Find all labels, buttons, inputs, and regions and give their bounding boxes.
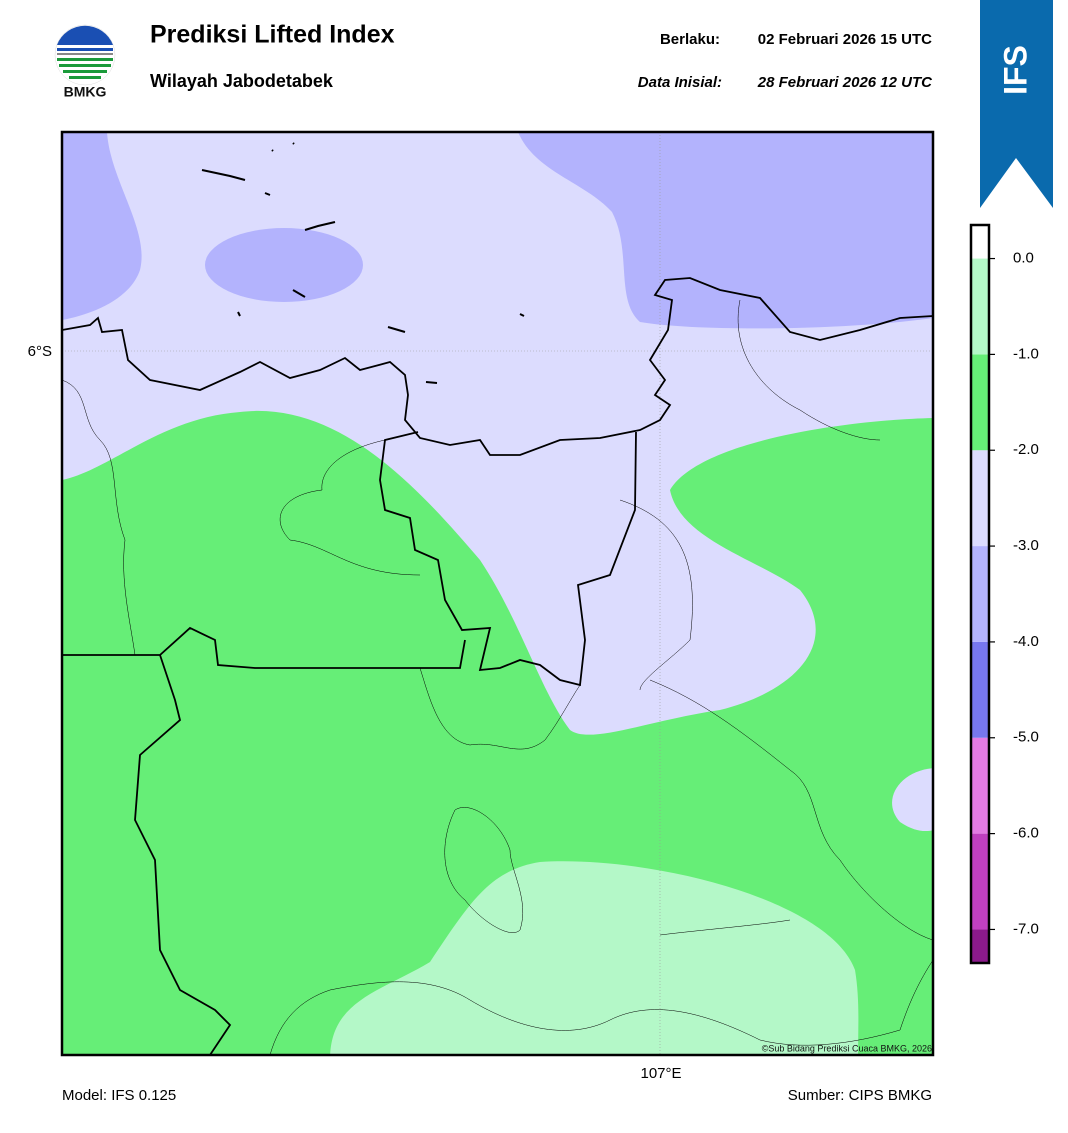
footer-model: Model: IFS 0.125 bbox=[62, 1087, 176, 1104]
colorbar-segment bbox=[971, 450, 989, 547]
badge-text: IFS bbox=[997, 45, 1033, 95]
colorbar-frame bbox=[969, 223, 991, 965]
lon-label: 107°E bbox=[640, 1065, 681, 1082]
badge bbox=[980, 0, 1053, 208]
colorbar-tick-label: -5.0 bbox=[1013, 729, 1039, 746]
footer-source: Sumber: CIPS BMKG bbox=[788, 1087, 932, 1104]
colorbar-tick-label: -1.0 bbox=[1013, 345, 1039, 362]
colorbar-segment bbox=[971, 641, 989, 738]
valid-time: 02 Februari 2026 15 UTC bbox=[758, 31, 932, 48]
colorbar: 0.0 -1.0 -2.0 -3.0 -4.0 -5.0 -6.0 -7.0 bbox=[969, 223, 1039, 965]
init-time: 28 Februari 2026 12 UTC bbox=[757, 74, 933, 91]
colorbar-tick-label: -2.0 bbox=[1013, 441, 1039, 458]
subtitle: Wilayah Jabodetabek bbox=[150, 71, 334, 91]
logo-text: BMKG bbox=[64, 84, 107, 100]
colorbar-segment bbox=[971, 833, 989, 930]
colorbar-tick-label: -7.0 bbox=[1013, 920, 1039, 937]
map-frame bbox=[60, 130, 935, 1057]
colorbar-segment bbox=[971, 929, 989, 963]
colorbar-tick-label: -6.0 bbox=[1013, 825, 1039, 842]
colorbar-segment bbox=[971, 354, 989, 451]
credit: ©Sub Bidang Prediksi Cuaca BMKG, 2026 bbox=[762, 1043, 932, 1053]
colorbar-segment bbox=[971, 737, 989, 834]
map: ©Sub Bidang Prediksi Cuaca BMKG, 2026 bbox=[62, 132, 933, 1055]
logo: BMKG bbox=[54, 24, 116, 100]
title: Prediksi Lifted Index bbox=[150, 21, 395, 49]
colorbar-segment bbox=[971, 546, 989, 642]
colorbar-tick-label: 0.0 bbox=[1013, 250, 1034, 267]
colorbar-tick-label: -4.0 bbox=[1013, 633, 1039, 650]
colorbar-segment bbox=[971, 225, 989, 259]
valid-label: Berlaku: bbox=[660, 31, 720, 48]
colorbar-tick-label: -3.0 bbox=[1013, 537, 1039, 554]
lat-label: 6°S bbox=[28, 343, 52, 360]
init-label: Data Inisial: bbox=[638, 74, 722, 91]
colorbar-segment bbox=[971, 258, 989, 355]
